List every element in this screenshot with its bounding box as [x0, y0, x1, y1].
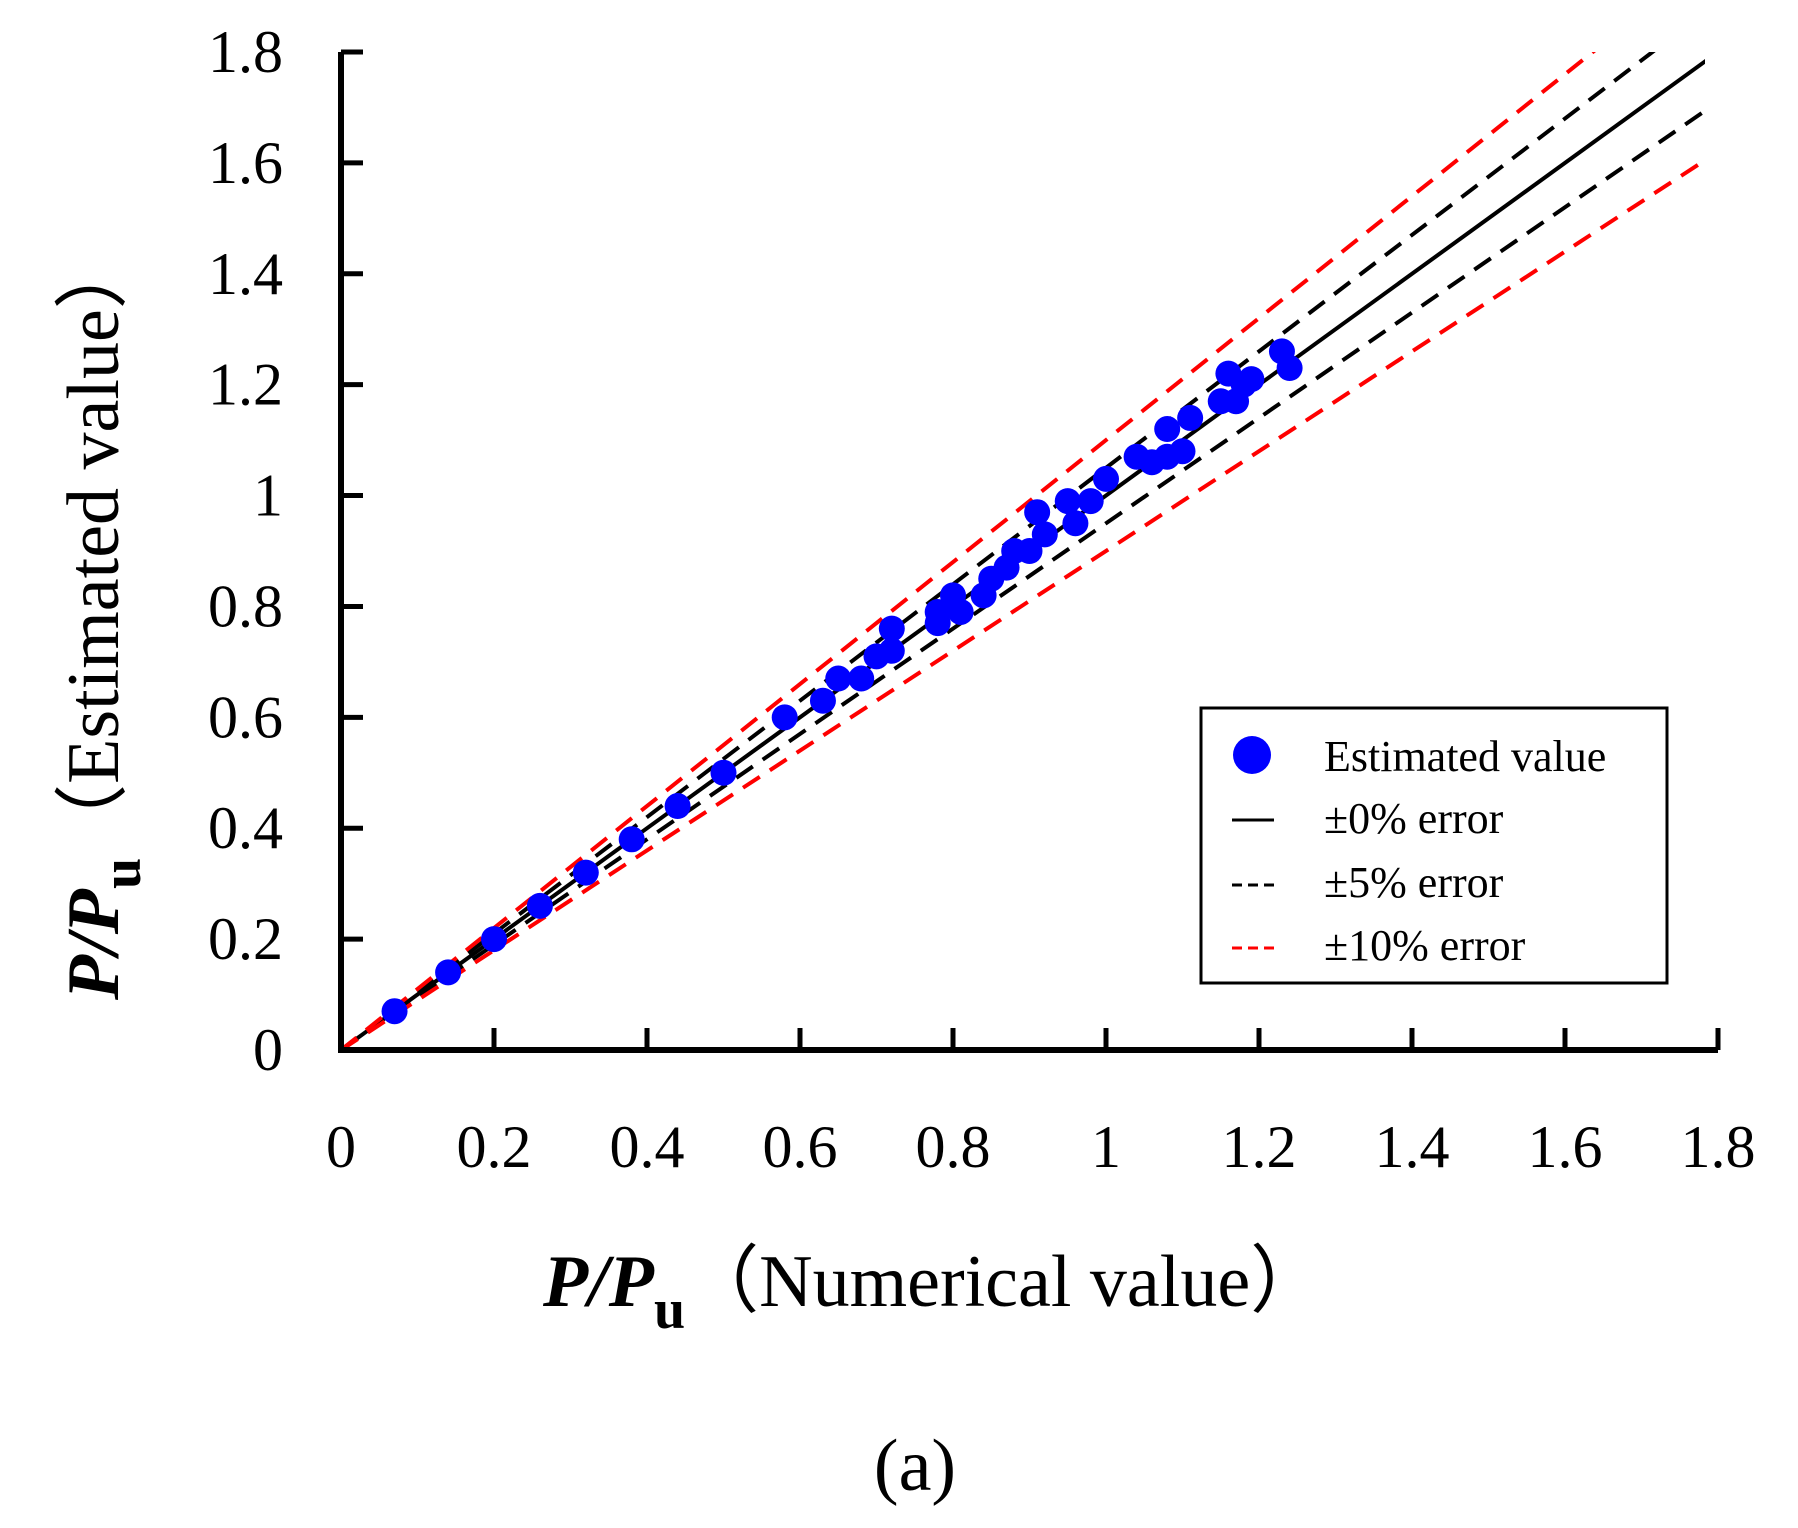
x-tick-label-7: 1.4	[1375, 1114, 1450, 1180]
data-point-5	[618, 826, 645, 853]
x-axis-title-text: （Numerical value）	[685, 1241, 1324, 1323]
y-tick-label-5: 1	[253, 463, 283, 529]
data-point-34	[1169, 438, 1196, 465]
x-axis-title: P/Pu（Numerical value）	[542, 1241, 1324, 1341]
data-point-24	[1024, 499, 1051, 526]
data-point-10	[825, 665, 852, 692]
y-tick-label-8: 1.6	[208, 130, 283, 196]
data-point-18	[947, 598, 974, 625]
x-axis-title-var2: P	[608, 1241, 655, 1323]
x-tick-label-3: 0.6	[763, 1114, 838, 1180]
y-axis-title-subscript: u	[91, 858, 153, 889]
data-point-6	[664, 793, 691, 820]
data-point-11	[848, 665, 875, 692]
x-tick-label-9: 1.8	[1681, 1114, 1756, 1180]
data-point-28	[1077, 488, 1104, 515]
x-tick-labels: 0 0.2 0.4 0.6 0.8 1 1.2 1.4 1.6 1.8	[326, 1114, 1756, 1180]
data-point-14	[878, 615, 905, 642]
data-point-40	[1238, 366, 1265, 393]
data-point-27	[1062, 510, 1089, 537]
data-point-32	[1154, 416, 1181, 443]
data-point-0	[381, 998, 408, 1025]
legend-label-10pct: ±10% error	[1324, 921, 1526, 970]
data-point-8	[771, 704, 798, 731]
data-point-23	[1016, 538, 1043, 564]
data-points	[381, 338, 1303, 1025]
x-axis-title-var1: P	[542, 1241, 589, 1323]
axis-ticks	[341, 49, 1721, 1050]
axes	[338, 52, 1718, 1053]
y-axis-title-text: （Estimated value）	[53, 235, 135, 858]
data-point-2	[481, 926, 507, 953]
x-tick-label-0: 0	[326, 1114, 356, 1180]
y-tick-label-4: 0.8	[208, 573, 283, 639]
data-point-42	[1276, 355, 1303, 382]
error-line-10error-1	[339, 157, 1705, 1050]
legend: Estimated value ±0% error ±5% error ±10%…	[1199, 706, 1669, 985]
y-tick-label-9: 1.8	[208, 19, 283, 85]
y-tick-label-0: 0	[253, 1017, 283, 1083]
data-point-7	[710, 759, 737, 786]
y-axis-title-var2: P	[53, 888, 135, 935]
data-point-1	[435, 959, 462, 986]
y-tick-labels: 0 0.2 0.4 0.6 0.8 1 1.2 1.4 1.6 1.8	[208, 19, 283, 1083]
y-tick-label-3: 0.6	[208, 684, 283, 750]
y-axis-title: P/Pu（Estimated value）	[53, 235, 153, 1001]
data-point-25	[1031, 521, 1058, 548]
data-point-9	[809, 687, 836, 714]
legend-label-estimated: Estimated value	[1324, 732, 1606, 781]
y-tick-label-2: 0.4	[208, 795, 283, 861]
x-tick-label-5: 1	[1091, 1114, 1121, 1180]
x-tick-label-1: 0.2	[457, 1114, 532, 1180]
legend-marker-estimated	[1233, 736, 1271, 774]
data-point-16	[924, 598, 951, 625]
error-line-10error-0	[339, 52, 1597, 1050]
y-tick-label-1: 0.2	[208, 906, 283, 972]
data-point-13	[878, 637, 905, 664]
legend-box	[1199, 706, 1669, 985]
y-axis-title-var1: P	[53, 954, 135, 1001]
data-point-26	[1054, 488, 1081, 515]
y-tick-label-6: 1.2	[208, 352, 283, 418]
data-point-4	[572, 859, 599, 886]
x-tick-label-2: 0.4	[610, 1114, 685, 1180]
data-point-3	[526, 892, 553, 919]
error-line-5error-0	[339, 52, 1656, 1050]
legend-label-0pct: ±0% error	[1324, 794, 1504, 843]
x-axis-title-subscript: u	[654, 1279, 685, 1341]
y-tick-label-7: 1.4	[208, 241, 283, 307]
figure-caption: (a)	[874, 1425, 956, 1507]
legend-label-5pct: ±5% error	[1324, 858, 1504, 907]
data-point-35	[1177, 404, 1204, 431]
x-tick-label-6: 1.2	[1222, 1114, 1297, 1180]
x-tick-label-4: 0.8	[916, 1114, 991, 1180]
error-line-5error-1	[339, 108, 1705, 1050]
x-tick-label-8: 1.6	[1528, 1114, 1603, 1180]
data-point-29	[1093, 465, 1119, 492]
